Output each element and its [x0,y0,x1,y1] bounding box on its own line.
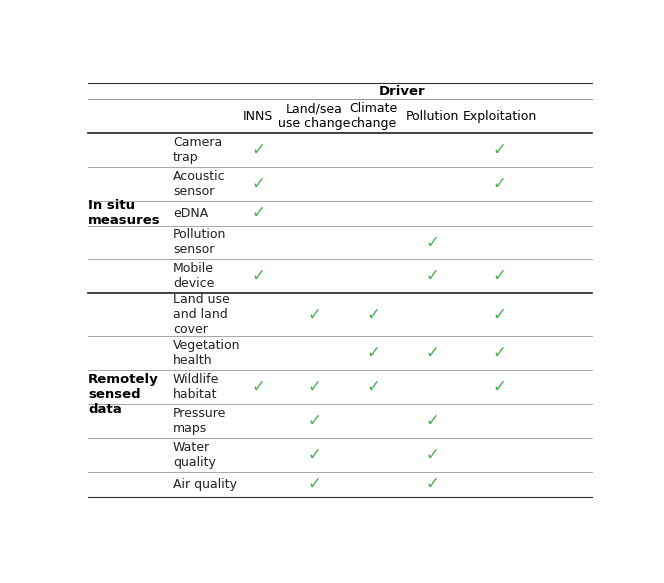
Text: ✓: ✓ [307,306,321,324]
Text: ✓: ✓ [426,233,440,251]
Text: ✓: ✓ [426,475,440,493]
Text: ✓: ✓ [493,141,507,159]
Text: ✓: ✓ [493,268,507,285]
Text: Camera
trap: Camera trap [173,136,222,164]
Text: Exploitation: Exploitation [463,110,537,122]
Text: ✓: ✓ [307,475,321,493]
Text: Driver: Driver [378,85,426,97]
Text: ✓: ✓ [493,306,507,324]
Text: ✓: ✓ [307,412,321,430]
Text: ✓: ✓ [426,345,440,362]
Text: ✓: ✓ [307,378,321,396]
Text: ✓: ✓ [426,412,440,430]
Text: Acoustic
sensor: Acoustic sensor [173,170,226,198]
Text: Land use
and land
cover: Land use and land cover [173,293,230,336]
Text: ✓: ✓ [251,378,265,396]
Text: ✓: ✓ [307,446,321,464]
Text: ✓: ✓ [493,345,507,362]
Text: Water
quality: Water quality [173,441,216,469]
Text: ✓: ✓ [493,378,507,396]
Text: Land/sea
use change: Land/sea use change [278,102,351,130]
Text: ✓: ✓ [251,268,265,285]
Text: Mobile
device: Mobile device [173,262,214,290]
Text: Pressure
maps: Pressure maps [173,407,226,435]
Text: Climate
change: Climate change [350,102,398,130]
Text: ✓: ✓ [367,306,380,324]
Text: ✓: ✓ [251,204,265,222]
Text: ✓: ✓ [251,141,265,159]
Text: ✓: ✓ [251,175,265,193]
Text: Pollution: Pollution [406,110,459,122]
Text: In situ
measures: In situ measures [88,199,161,227]
Text: ✓: ✓ [426,268,440,285]
Text: INNS: INNS [243,110,273,122]
Text: ✓: ✓ [367,345,380,362]
Text: Remotely
sensed
data: Remotely sensed data [88,373,159,416]
Text: ✓: ✓ [426,446,440,464]
Text: Air quality: Air quality [173,477,237,491]
Text: Wildlife
habitat: Wildlife habitat [173,373,219,401]
Text: eDNA: eDNA [173,207,208,220]
Text: Vegetation
health: Vegetation health [173,339,240,367]
Text: ✓: ✓ [367,378,380,396]
Text: Pollution
sensor: Pollution sensor [173,229,226,257]
Text: ✓: ✓ [493,175,507,193]
